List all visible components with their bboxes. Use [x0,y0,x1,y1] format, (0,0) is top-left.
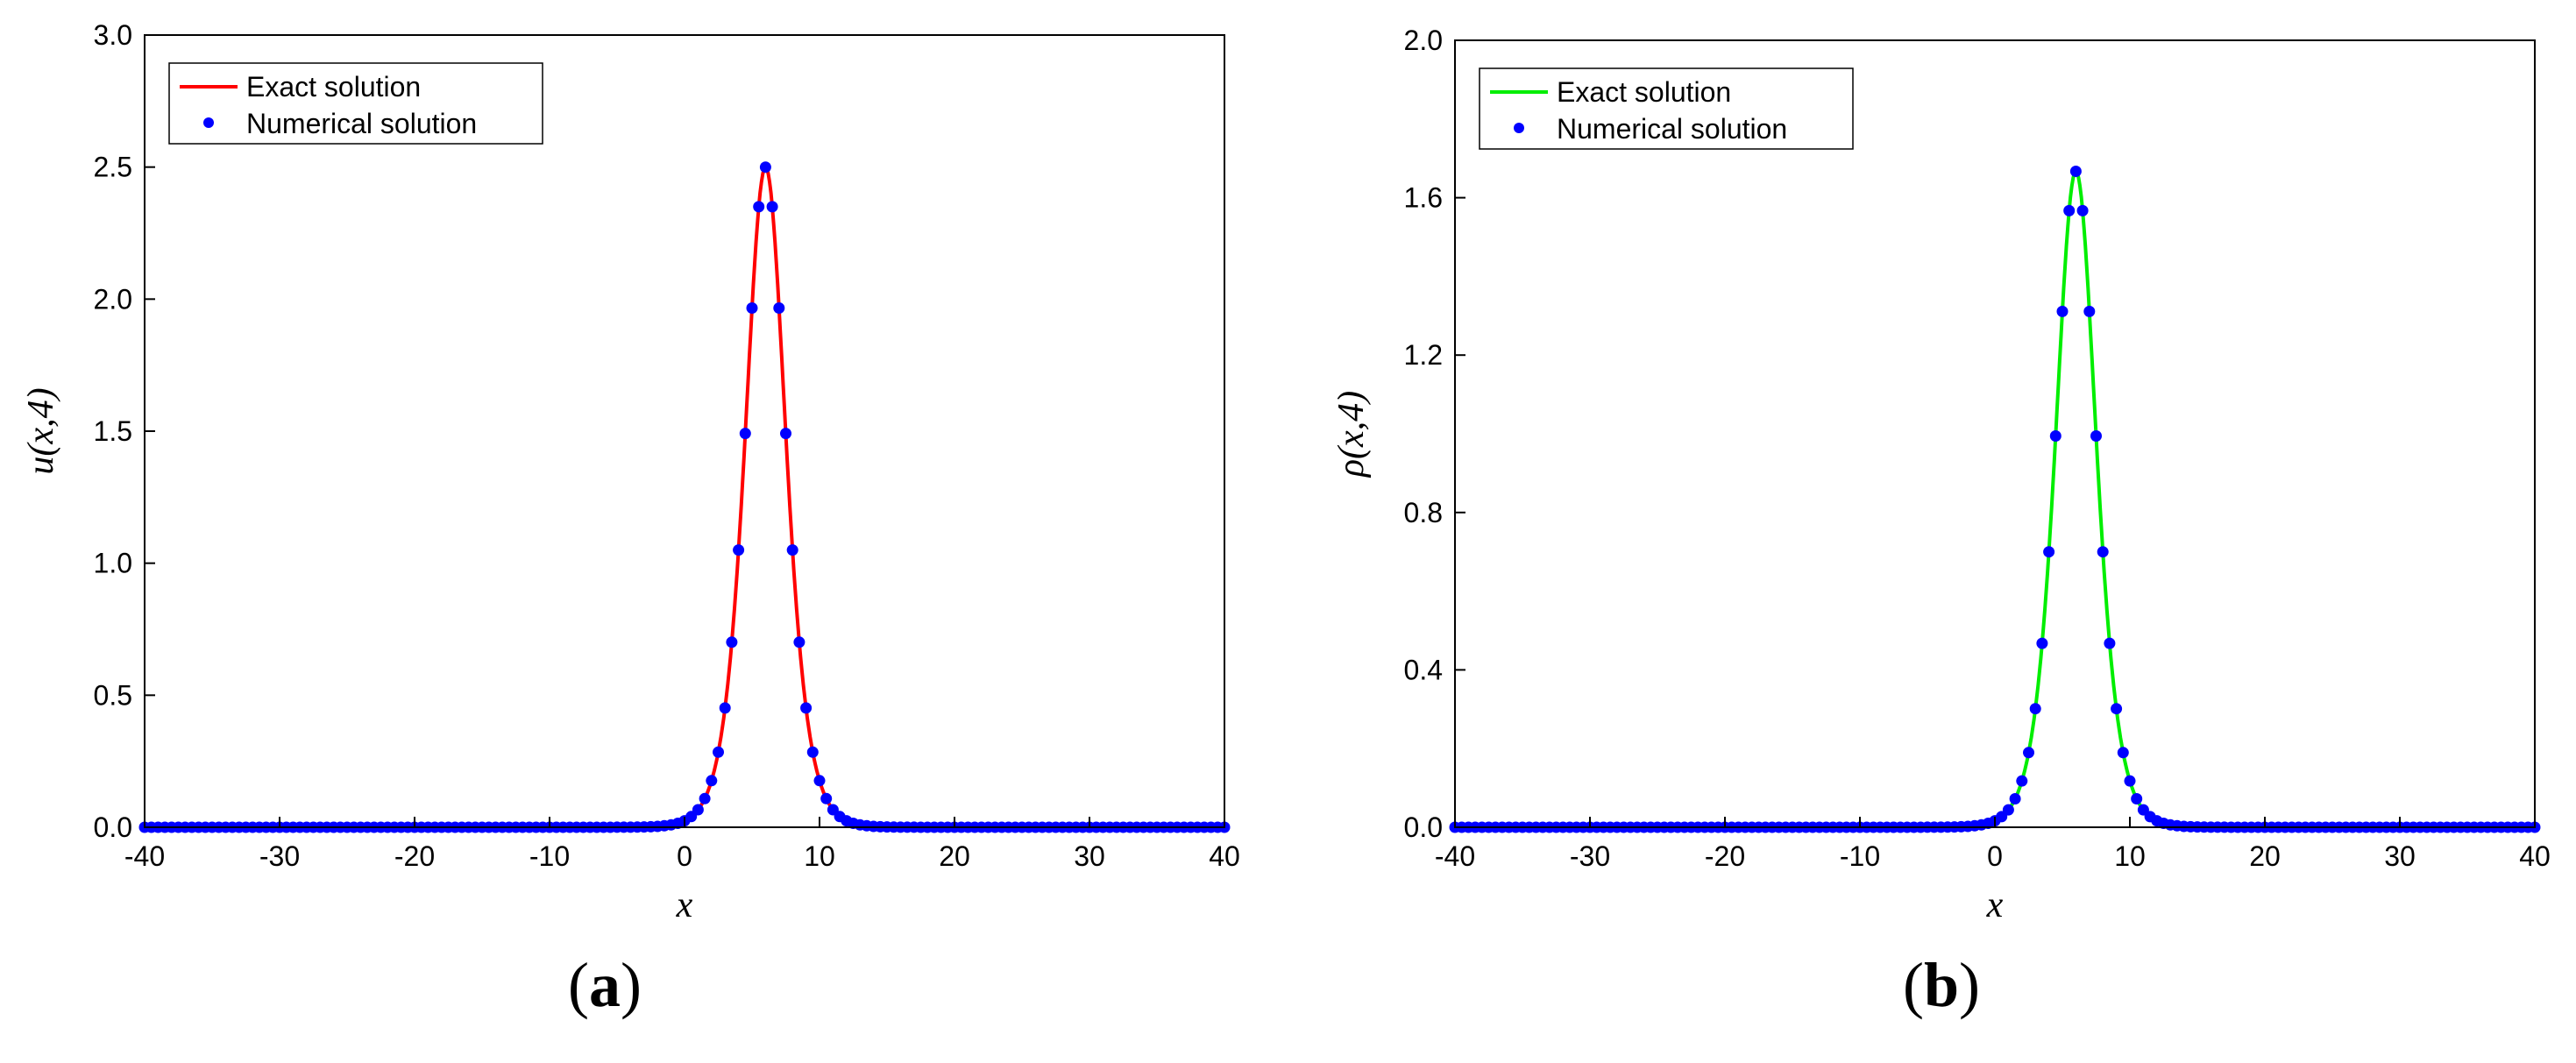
x-tick-label: -40 [1435,840,1475,872]
numerical-point [753,201,765,213]
x-tick-label: 0 [1987,840,2003,872]
x-tick-label: 10 [804,840,835,872]
legend-entry-exact: Exact solution [246,71,421,103]
y-tick-label: 2.0 [94,283,132,315]
numerical-point [746,302,758,314]
numerical-point [699,792,711,804]
x-tick-label: 20 [2249,840,2281,872]
numerical-point [2069,166,2082,177]
numerical-point [2117,747,2129,759]
y-tick-label: 0.4 [1404,654,1443,685]
numerical-point [800,702,813,714]
x-tick-label: -10 [529,840,570,872]
numerical-point [2049,430,2062,442]
x-tick-label: 30 [1074,840,1105,872]
numerical-point [766,201,778,213]
x-axis-label: x [676,885,693,925]
y-tick-label: 2.5 [94,152,132,183]
numerical-point [813,775,826,787]
numerical-point [719,702,731,714]
numerical-point [786,544,798,556]
x-tick-label: -30 [259,840,300,872]
legend-box [1479,67,1854,150]
numerical-point [2076,204,2089,216]
y-tick-label: 1.6 [1404,182,1443,214]
panel-label: (b) [1903,950,1980,1020]
legend-entry-numerical: Numerical solution [1557,113,1787,145]
legend-entry-exact: Exact solution [1557,76,1731,108]
numerical-point [820,792,833,804]
x-tick-label: 10 [2114,840,2146,872]
plot-frame [1454,39,2536,828]
x-tick-label: -20 [1705,840,1745,872]
numerical-point [773,302,785,314]
y-axis-label: u(x,4) [21,387,61,474]
x-tick-label: 40 [2519,840,2551,872]
legend-marker-swatch [1514,123,1524,133]
numerical-point [2023,747,2034,759]
y-tick-label: 0.0 [1404,811,1443,843]
numerical-point [706,775,718,787]
numerical-point [793,636,805,648]
y-tick-label: 0.0 [94,811,132,843]
numerical-point [2131,793,2143,804]
numerical-point [2124,775,2136,787]
legend: Exact solution Numerical solution [1479,67,1854,150]
numerical-point [692,804,704,816]
legend-box [168,62,543,145]
numerical-point [733,544,745,556]
numerical-point [2097,546,2109,558]
x-axis-label: x [1986,885,2004,925]
numerical-point [2043,546,2055,558]
numerical-point [713,746,724,758]
x-tick-label: 30 [2384,840,2416,872]
numerical-point [739,428,751,440]
x-tick-label: 40 [1209,840,1240,872]
x-tick-label: -40 [124,840,165,872]
numerical-point [2029,703,2041,715]
numerical-point [2104,637,2116,649]
numerical-point [780,428,791,440]
x-tick-label: 20 [939,840,970,872]
numerical-point [2090,430,2102,442]
x-tick-label: -10 [1840,840,1880,872]
numerical-point [2111,703,2123,715]
numerical-point [2083,305,2096,317]
series-line-exact [145,164,1224,829]
numerical-point [2009,793,2021,804]
x-tick-label: -20 [394,840,435,872]
numerical-point [2036,637,2048,649]
numerical-point [726,636,738,648]
legend-entry-numerical: Numerical solution [246,108,477,139]
numerical-point [2002,804,2014,816]
y-tick-label: 1.5 [94,415,132,447]
plot-frame [144,34,1225,828]
chart-panel-b: -40 -30 -20 -10 0 10 20 30 40 0.0 0.4 0.8 1.2 1.6 2.0… [1331,25,2551,1020]
numerical-point [2056,305,2069,317]
legend-marker-swatch [203,117,214,128]
numerical-point [2016,775,2028,787]
y-axis-label: ρ(x,4) [1331,391,1372,478]
chart-panel-a: -40 -30 -20 -10 0 10 20 30 40 0.0 0.5 1.0 1.5 2.0 2.5… [21,19,1240,1020]
legend: Exact solution Numerical solution [168,62,543,145]
y-tick-label: 1.0 [94,548,132,579]
x-tick-label: -30 [1570,840,1610,872]
numerical-point [2063,204,2076,216]
numerical-point [806,746,819,758]
y-tick-label: 2.0 [1404,25,1443,56]
y-tick-label: 0.5 [94,679,132,711]
series-line-exact [1455,168,2535,829]
y-tick-label: 3.0 [94,19,132,51]
x-tick-label: 0 [677,840,692,872]
y-tick-label: 1.2 [1404,339,1443,371]
panel-label: (a) [568,950,642,1020]
numerical-point [759,161,771,174]
y-tick-label: 0.8 [1404,497,1443,528]
